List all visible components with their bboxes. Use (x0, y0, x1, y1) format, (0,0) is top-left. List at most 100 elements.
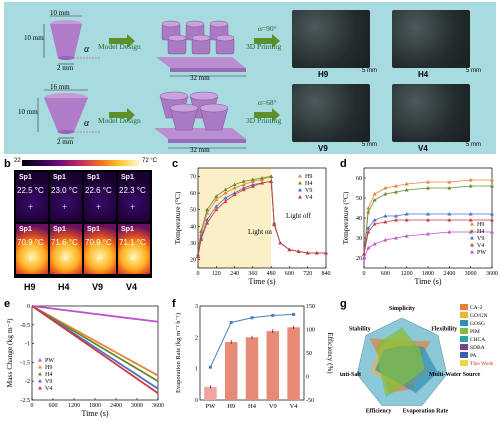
radar-axis-label: Multi-Water Source (429, 372, 481, 378)
data-point (223, 199, 228, 203)
data-point (269, 179, 274, 183)
legend-marker (38, 365, 42, 369)
data-point (287, 247, 292, 252)
efficiency-point (292, 312, 296, 316)
category-label: V9 (269, 403, 277, 410)
y-tick-label: -2 (25, 379, 30, 385)
x-tick-label: 3600 (152, 403, 164, 409)
data-point (394, 218, 398, 222)
y-tick-label: 60 (190, 191, 196, 197)
series-line (31, 305, 159, 382)
data-point (199, 237, 204, 242)
y-tick-label: -1.5 (21, 360, 31, 366)
data-point (426, 218, 430, 222)
photo-v9 (292, 84, 370, 142)
radar-axis-label: Flexibility (431, 326, 457, 332)
legend-label: V9 (305, 188, 312, 194)
data-point (426, 180, 430, 184)
data-point (383, 238, 388, 242)
data-point (205, 217, 210, 222)
step-3d-printing-1: 3D Printing (246, 42, 282, 51)
radar-axis-label: Evaporation Rate (403, 409, 449, 415)
data-point (426, 212, 430, 216)
radar-axis-label: Efficiency (366, 409, 392, 415)
crosshair-icon: + (130, 254, 136, 264)
ir-spot-label: Sp1 (19, 174, 32, 181)
data-point (383, 214, 388, 218)
x-tick-label: 3000 (465, 271, 477, 277)
ir-sample-label: H4 (58, 282, 70, 292)
data-point (214, 194, 219, 198)
legend-swatch (460, 336, 468, 342)
legend-label: V9 (45, 379, 52, 385)
y-tick-label: 1 (195, 367, 198, 373)
data-point (241, 187, 246, 192)
y-axis-label: Temperature (°C) (173, 191, 182, 244)
crosshair-icon: + (96, 254, 102, 264)
angle-1: α=90° (258, 24, 277, 33)
sample-h9-label: H9 (318, 70, 329, 79)
ir-cell (50, 172, 82, 222)
data-point (404, 188, 409, 192)
step-3d-printing-2: 3D Printing (246, 116, 282, 125)
photo-v4 (392, 84, 470, 142)
ir-temperature: 71.6 °C (51, 238, 78, 247)
y-tick-label: 70 (190, 174, 196, 180)
y-axis-label: Temperature (°C) (341, 191, 350, 244)
light-off-label: Light off (286, 212, 312, 220)
data-point (272, 222, 277, 227)
data-point (426, 186, 430, 190)
x-tick-label: 0 (31, 403, 34, 409)
legend-label: PW (477, 250, 486, 256)
data-point (404, 212, 409, 216)
series-line (31, 305, 159, 394)
data-point (383, 186, 388, 190)
data-point (372, 198, 377, 202)
x-tick-label: 1200 (68, 403, 80, 409)
legend-label: V4 (305, 195, 312, 201)
ir-cell (16, 172, 48, 222)
y-tick-label: 40 (190, 224, 196, 230)
legend-marker (470, 229, 474, 233)
series-line (31, 305, 159, 323)
data-point (214, 204, 219, 208)
photo-h9 (292, 10, 370, 68)
ir-spot-label: Sp1 (87, 174, 100, 181)
radar-axis-label: Simplicity (389, 306, 415, 312)
ir-cell (84, 172, 116, 222)
data-point (394, 184, 398, 188)
data-point (232, 192, 237, 197)
data-point (296, 249, 301, 253)
legend-marker (298, 174, 302, 178)
legend-label: H9 (45, 365, 52, 371)
series-line (363, 185, 492, 255)
x-axis-label: Time (s) (414, 277, 441, 286)
legend-marker (470, 250, 474, 254)
legend-label: CHCA (470, 337, 485, 343)
data-point (426, 232, 430, 236)
evaporation-bar (204, 386, 217, 400)
chart-g: Simplicity Flexibility Multi-Water Source E… (340, 304, 493, 415)
x-axis-label: Time (s) (248, 277, 275, 286)
y-tick-label: 30 (190, 241, 196, 247)
data-point (490, 230, 494, 234)
data-point (490, 212, 494, 216)
radar-axis-label: Anti-Salt (340, 372, 361, 378)
arrow-3d-printing-1 (254, 34, 280, 48)
y-tick-label: 60 (356, 176, 362, 182)
ir-temperature: 70.9 °C (17, 238, 44, 247)
light-on-label: Light on (248, 228, 272, 236)
data-point (305, 251, 310, 255)
x-tick-label: 480 (267, 271, 276, 277)
data-point (205, 221, 210, 225)
dim-bottom-2: 2 mm (57, 138, 74, 146)
dim-side-1: 10 mm (24, 34, 44, 42)
x-tick-label: 600 (381, 271, 390, 277)
crosshair-icon: + (28, 202, 34, 212)
legend-label: PW (45, 358, 54, 364)
sample-v4-label: V4 (418, 144, 428, 153)
dim-bottom-1: 2 mm (57, 64, 74, 72)
data-point (394, 214, 398, 218)
legend-label: GOSG (470, 321, 485, 327)
x-tick-label: 360 (248, 271, 257, 277)
